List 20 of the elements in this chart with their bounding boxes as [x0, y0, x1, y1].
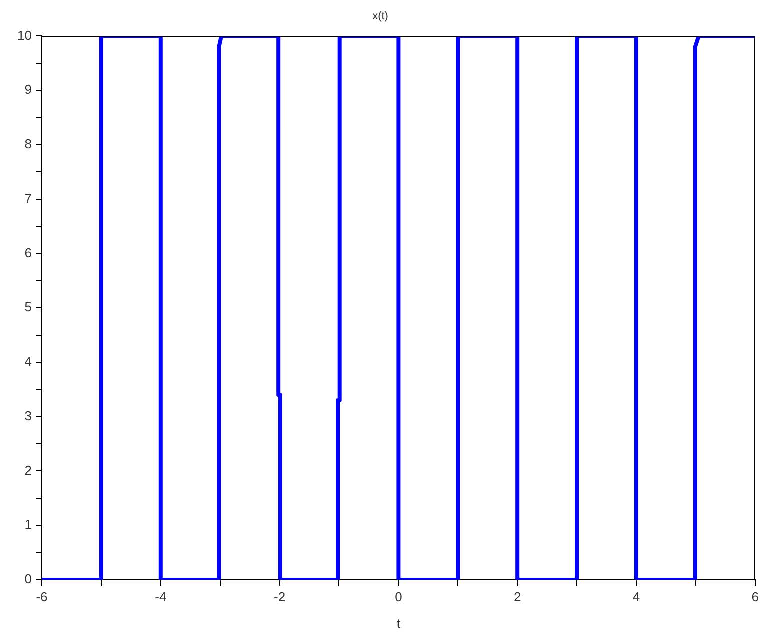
x-axis-title: t: [396, 616, 401, 631]
y-tick-label: 3: [24, 408, 32, 424]
y-tick-label: 10: [18, 28, 32, 43]
y-tick-label: 0: [24, 572, 32, 587]
x-tick-label: -2: [274, 589, 286, 604]
y-tick-label: 8: [24, 136, 32, 152]
y-tick-label: 6: [24, 245, 32, 260]
y-tick-label: 7: [24, 190, 32, 206]
x-tick-label: 4: [632, 589, 640, 604]
y-tick-label: 1: [24, 517, 32, 532]
chart-title: x(t): [372, 10, 388, 23]
x-tick-label: -4: [155, 589, 167, 604]
y-tick-label: 4: [24, 354, 32, 370]
x-tick-label: -6: [36, 589, 48, 604]
y-tick-label: 5: [24, 300, 32, 315]
x-tick-label: 6: [752, 589, 759, 604]
x-tick-label: 2: [514, 589, 522, 604]
y-tick-label: 9: [24, 82, 32, 98]
y-tick-label: 2: [24, 462, 32, 478]
x-tick-label: 0: [395, 589, 402, 604]
